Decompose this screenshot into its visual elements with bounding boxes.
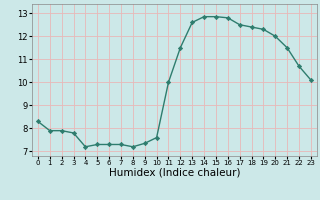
X-axis label: Humidex (Indice chaleur): Humidex (Indice chaleur)	[109, 168, 240, 178]
